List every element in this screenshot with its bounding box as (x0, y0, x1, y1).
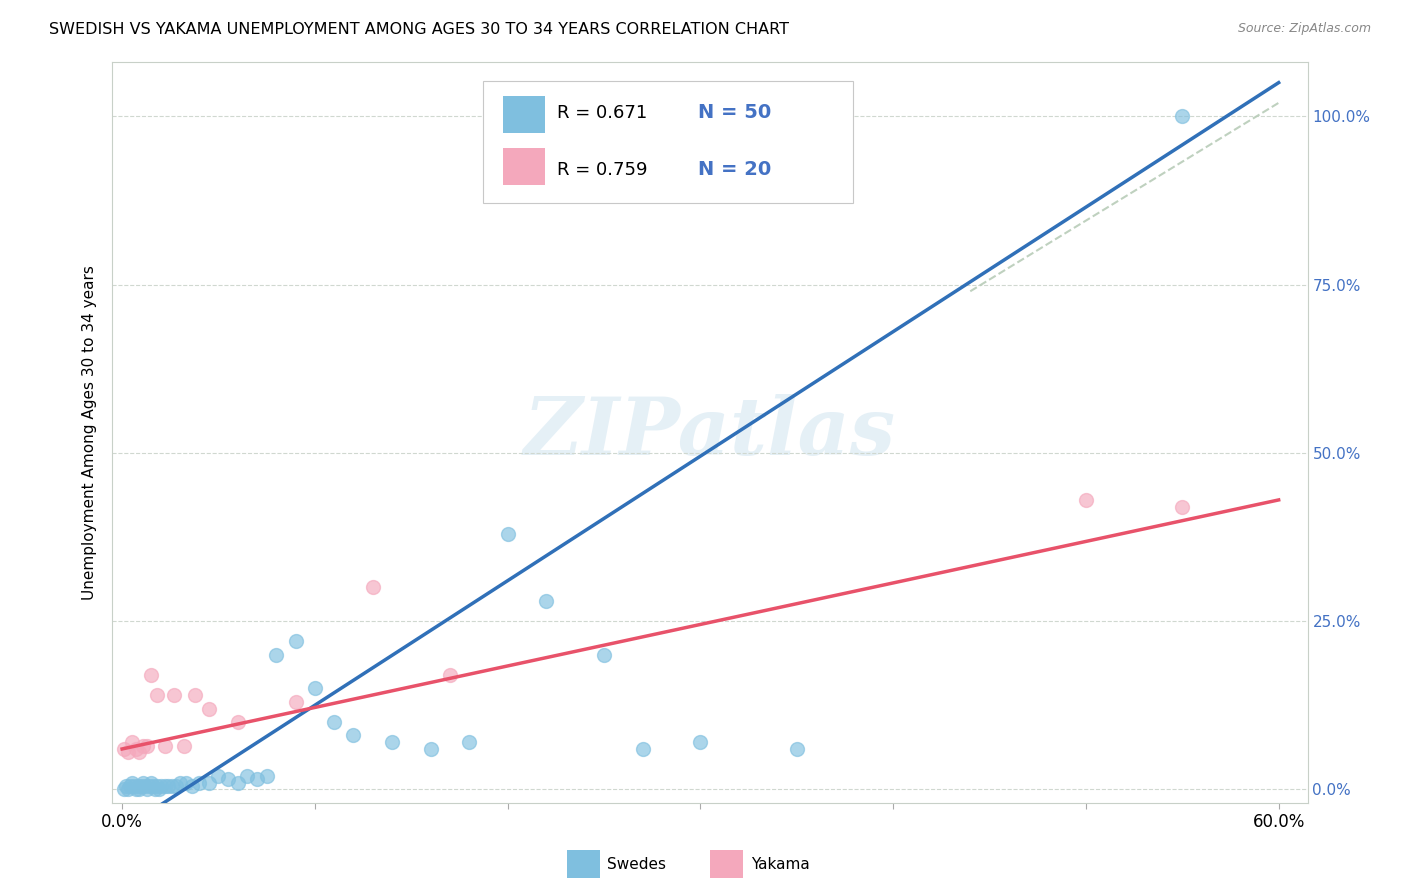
Point (124, 782, 146, 797)
Point (534, 594, 557, 608)
Point (256, 769, 278, 783)
Point (117, 782, 139, 797)
Point (198, 701, 221, 715)
Text: N = 20: N = 20 (699, 161, 772, 179)
Point (115, 779, 138, 793)
Point (207, 769, 229, 783)
Point (122, 779, 145, 793)
Point (217, 772, 239, 787)
Point (127, 779, 149, 793)
Point (165, 779, 187, 793)
Point (1074, 492, 1097, 507)
Point (226, 775, 249, 789)
Point (188, 775, 211, 789)
Point (163, 688, 186, 702)
Point (593, 648, 616, 662)
Text: ZIPatlas: ZIPatlas (524, 394, 896, 471)
Point (169, 775, 191, 789)
FancyBboxPatch shape (710, 850, 744, 879)
Point (118, 779, 141, 793)
Point (131, 779, 153, 793)
Point (157, 779, 180, 793)
Text: Swedes: Swedes (607, 856, 666, 871)
Point (439, 668, 461, 682)
Point (226, 714, 249, 729)
Point (139, 668, 162, 682)
Point (121, 775, 143, 789)
Y-axis label: Unemployment Among Ages 30 to 34 years: Unemployment Among Ages 30 to 34 years (82, 265, 97, 600)
Text: R = 0.759: R = 0.759 (557, 161, 648, 178)
Point (173, 739, 195, 753)
Point (361, 581, 384, 595)
Point (134, 779, 156, 793)
Point (246, 772, 269, 787)
Point (146, 688, 169, 702)
Point (139, 775, 162, 789)
FancyBboxPatch shape (567, 850, 600, 879)
Point (136, 782, 159, 797)
FancyBboxPatch shape (503, 95, 546, 133)
Text: Source: ZipAtlas.com: Source: ZipAtlas.com (1237, 22, 1371, 36)
Point (138, 779, 160, 793)
Point (148, 782, 170, 797)
Point (496, 526, 519, 541)
Point (631, 742, 654, 756)
Point (266, 648, 288, 662)
Point (132, 775, 155, 789)
Point (458, 735, 481, 749)
Point (132, 739, 155, 753)
Point (419, 742, 441, 756)
Point (786, 742, 808, 756)
Point (381, 735, 404, 749)
Point (112, 742, 135, 756)
Point (149, 779, 172, 793)
Point (121, 735, 143, 749)
Point (174, 775, 197, 789)
FancyBboxPatch shape (503, 147, 546, 185)
Point (146, 779, 169, 793)
Point (124, 742, 146, 756)
Text: R = 0.671: R = 0.671 (557, 103, 647, 122)
Text: N = 50: N = 50 (699, 103, 772, 122)
Point (142, 779, 165, 793)
FancyBboxPatch shape (484, 81, 853, 203)
Point (180, 779, 202, 793)
Point (342, 729, 364, 743)
Point (153, 779, 176, 793)
Point (128, 782, 150, 797)
Point (184, 688, 207, 702)
Text: SWEDISH VS YAKAMA UNEMPLOYMENT AMONG AGES 30 TO 34 YEARS CORRELATION CHART: SWEDISH VS YAKAMA UNEMPLOYMENT AMONG AGE… (49, 22, 789, 37)
Point (304, 681, 326, 696)
Point (112, 782, 135, 797)
Point (128, 745, 150, 759)
Point (323, 714, 346, 729)
Point (162, 779, 183, 793)
Point (1171, 109, 1194, 123)
Point (689, 735, 711, 749)
Point (284, 695, 307, 709)
Point (284, 634, 307, 648)
Point (198, 775, 221, 789)
Point (1171, 500, 1194, 514)
Point (143, 782, 166, 797)
Point (117, 745, 139, 759)
Point (136, 739, 159, 753)
Point (236, 769, 259, 783)
Text: Yakama: Yakama (751, 856, 810, 871)
Point (153, 739, 176, 753)
